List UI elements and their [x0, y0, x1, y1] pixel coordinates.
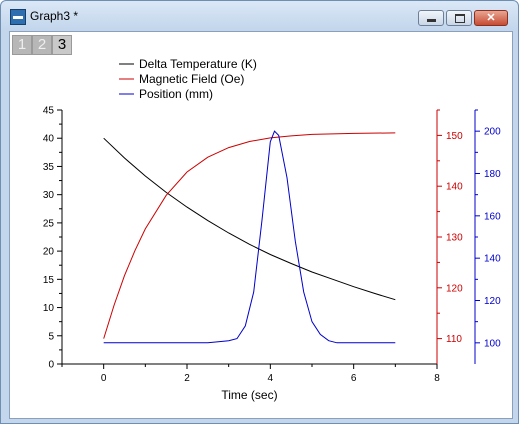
- maximize-button[interactable]: [446, 10, 472, 26]
- y-left-tick-label: 10: [43, 303, 55, 314]
- y-left-tick-label: 20: [43, 247, 55, 258]
- y-red-tick-label: 140: [446, 182, 463, 193]
- y-left-tick-label: 35: [43, 162, 55, 173]
- graph-page[interactable]: 1 2 3 Delta Temperature (K) Magnetic Fiel…: [9, 31, 513, 419]
- title-bar[interactable]: Graph3 * ✕: [1, 1, 518, 31]
- y-left-tick-label: 45: [43, 106, 55, 117]
- x-tick-label: 2: [184, 373, 190, 384]
- y-left-tick-label: 0: [48, 360, 54, 371]
- layer-tab-1[interactable]: 1: [12, 35, 32, 55]
- y-left-tick-label: 5: [48, 331, 54, 342]
- plot-area[interactable]: Delta Temperature (K)Magnetic Field (Oe)…: [10, 32, 512, 418]
- y-blue-tick-label: 140: [484, 254, 501, 265]
- graph-window-icon[interactable]: [10, 9, 26, 25]
- x-axis-label: Time (sec): [221, 388, 277, 402]
- legend-label: Delta Temperature (K): [139, 57, 257, 71]
- series-line-position[interactable]: [103, 130, 396, 344]
- y-left-tick-label: 25: [43, 218, 55, 229]
- x-tick-label: 0: [101, 373, 107, 384]
- maximize-icon: [455, 14, 465, 23]
- close-icon: ✕: [486, 12, 496, 24]
- window-title: Graph3 *: [30, 9, 79, 23]
- y-blue-tick-label: 180: [484, 169, 501, 180]
- y-blue-tick-label: 200: [484, 127, 501, 138]
- legend-label: Position (mm): [139, 87, 213, 101]
- y-left-tick-label: 40: [43, 134, 55, 145]
- x-tick-label: 6: [351, 373, 357, 384]
- layer-tab-2[interactable]: 2: [32, 35, 52, 55]
- legend[interactable]: Delta Temperature (K)Magnetic Field (Oe)…: [119, 57, 257, 101]
- y-red-tick-label: 120: [446, 283, 463, 294]
- minimize-button[interactable]: [418, 10, 444, 26]
- minimize-icon: [427, 19, 436, 22]
- y-red-tick-label: 130: [446, 233, 463, 244]
- y-left-tick-label: 15: [43, 275, 55, 286]
- close-button[interactable]: ✕: [474, 10, 508, 26]
- x-tick-label: 4: [268, 373, 274, 384]
- y-blue-tick-label: 160: [484, 211, 501, 222]
- y-left-tick-label: 30: [43, 190, 55, 201]
- y-blue-tick-label: 100: [484, 338, 501, 349]
- legend-label: Magnetic Field (Oe): [139, 72, 244, 86]
- x-tick-label: 8: [434, 373, 440, 384]
- y-red-tick-label: 110: [446, 334, 462, 345]
- series-line-delta-temperature[interactable]: [103, 137, 396, 301]
- series-line-magnetic-field[interactable]: [103, 132, 396, 339]
- y-blue-tick-label: 120: [484, 296, 501, 307]
- y-red-tick-label: 150: [446, 131, 463, 142]
- layer-tab-3[interactable]: 3: [52, 35, 72, 55]
